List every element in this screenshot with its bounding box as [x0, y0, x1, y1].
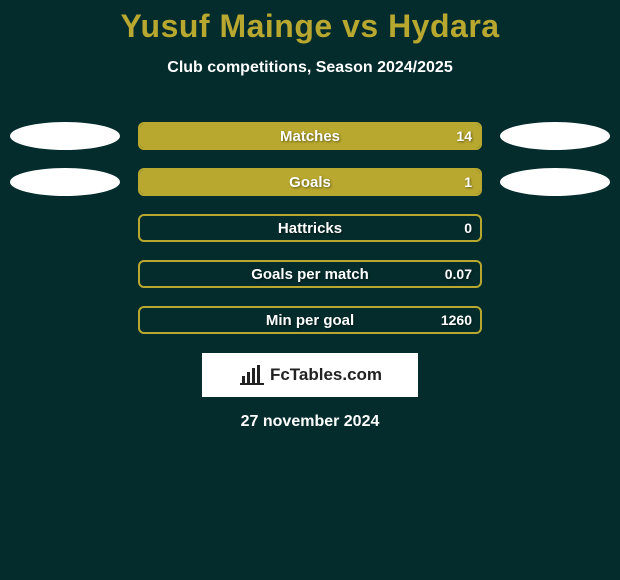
stat-row: Hattricks 0: [0, 205, 620, 251]
brand-text: FcTables.com: [270, 365, 382, 385]
stat-value-right: 0: [464, 220, 472, 236]
stat-bar: Min per goal 1260: [138, 306, 482, 334]
stat-row: Min per goal 1260: [0, 297, 620, 343]
brand-badge: FcTables.com: [202, 353, 418, 397]
stat-bar: Matches 14: [138, 122, 482, 150]
stat-row: Matches 14: [0, 113, 620, 159]
stat-bar: Hattricks 0: [138, 214, 482, 242]
stat-value-right: 14: [456, 128, 472, 144]
subtitle: Club competitions, Season 2024/2025: [0, 59, 620, 77]
date-label: 27 november 2024: [0, 413, 620, 431]
stat-value-right: 1260: [441, 312, 472, 328]
stat-bar: Goals per match 0.07: [138, 260, 482, 288]
page-title: Yusuf Mainge vs Hydara: [0, 0, 620, 45]
right-marker-ellipse: [500, 122, 610, 150]
stat-label: Goals per match: [251, 266, 369, 283]
stat-value-right: 1: [464, 174, 472, 190]
stat-row: Goals per match 0.07: [0, 251, 620, 297]
comparison-chart: Matches 14 Goals 1 Hattricks 0: [0, 113, 620, 343]
comparison-card: Yusuf Mainge vs Hydara Club competitions…: [0, 0, 620, 580]
left-marker-ellipse: [10, 168, 120, 196]
stat-row: Goals 1: [0, 159, 620, 205]
right-marker-ellipse: [500, 168, 610, 196]
bar-chart-icon: [238, 364, 266, 386]
left-marker-ellipse: [10, 122, 120, 150]
stat-label: Hattricks: [278, 220, 342, 237]
stat-label: Goals: [289, 174, 331, 191]
stat-label: Matches: [280, 128, 340, 145]
stat-bar: Goals 1: [138, 168, 482, 196]
stat-value-right: 0.07: [445, 266, 472, 282]
stat-label: Min per goal: [266, 312, 354, 329]
